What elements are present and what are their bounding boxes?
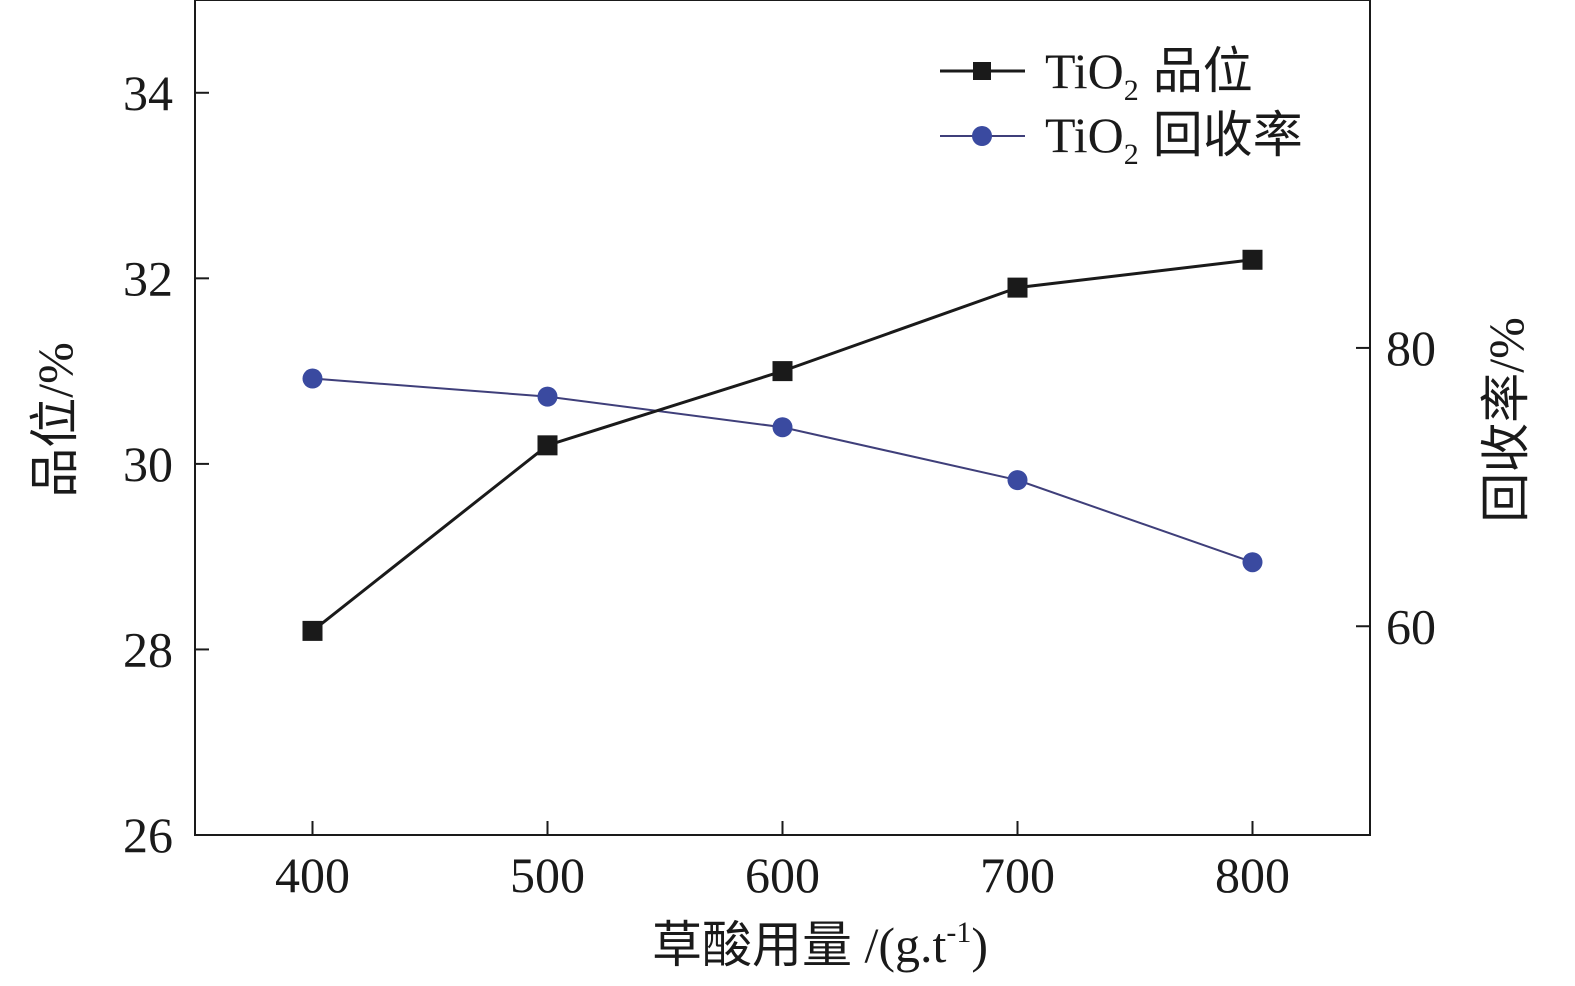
grade-point [302, 620, 323, 641]
recovery-point [302, 368, 323, 389]
left-tick-label: 30 [123, 436, 173, 492]
recovery-point [772, 417, 793, 438]
x-tick-label: 600 [745, 847, 820, 903]
series-layer [302, 249, 1263, 641]
recovery-point [1007, 470, 1028, 491]
legend-label-recovery: TiO2 回收率 [1045, 107, 1303, 171]
x-axis-ticks: 400 500 600 700 800 [275, 821, 1290, 903]
series-line-recovery [312, 377, 1253, 564]
left-axis-label: 品位/% [27, 342, 83, 498]
left-tick-label: 28 [123, 621, 173, 677]
left-tick-label: 34 [123, 65, 173, 121]
right-axis-ticks: 60 80 [1356, 320, 1436, 654]
legend-marker-recovery [972, 126, 992, 146]
left-tick-label: 32 [123, 250, 173, 306]
legend: TiO2 品位 TiO2 回收率 [940, 43, 1303, 171]
legend-label-grade: TiO2 品位 [1045, 43, 1253, 107]
grade-point [537, 435, 558, 456]
right-tick-label: 80 [1386, 320, 1436, 376]
x-tick-label: 700 [980, 847, 1055, 903]
grade-point [772, 361, 793, 382]
recovery-point [537, 386, 558, 407]
x-axis-label-superscript: -1 [946, 916, 971, 949]
recovery-point [1242, 552, 1263, 573]
x-axis-label: 草酸用量 /(g.t-1) [652, 916, 988, 973]
grade-point [1007, 277, 1028, 298]
x-tick-label: 800 [1215, 847, 1290, 903]
right-axis-label: 回收率/% [1478, 317, 1534, 523]
left-tick-label: 26 [123, 807, 173, 863]
legend-marker-grade [973, 62, 991, 80]
grade-point [1242, 249, 1263, 270]
series-line-grade [311, 258, 1253, 633]
right-tick-label: 60 [1386, 598, 1436, 654]
x-tick-label: 400 [275, 847, 350, 903]
left-axis-ticks: 26 28 30 32 34 [123, 65, 209, 863]
x-tick-label: 500 [510, 847, 585, 903]
